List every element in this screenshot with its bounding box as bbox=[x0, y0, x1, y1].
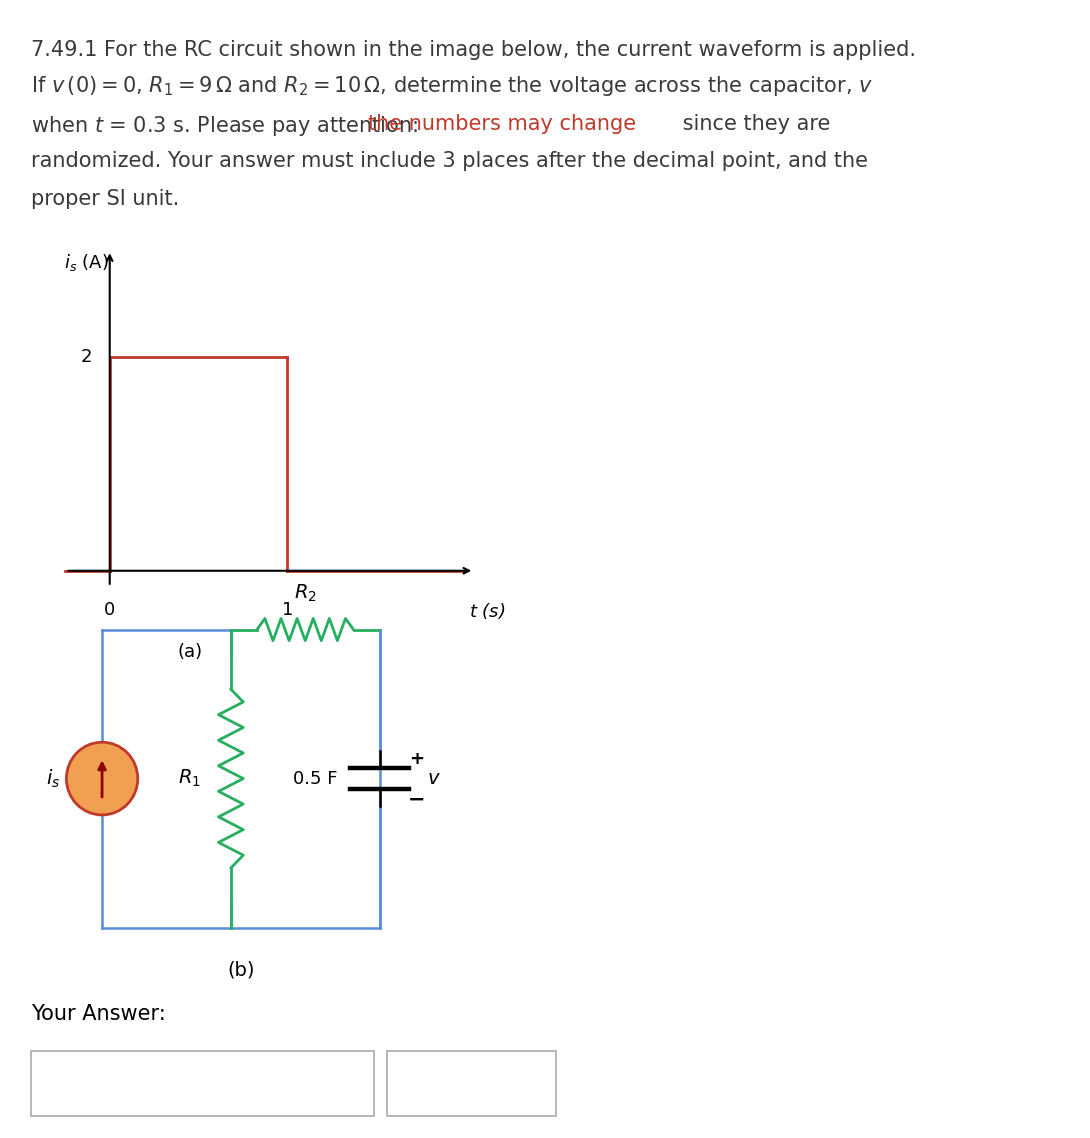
Text: $R_2$: $R_2$ bbox=[294, 583, 316, 604]
FancyBboxPatch shape bbox=[387, 1050, 556, 1116]
Text: when $t$ = 0.3 s. Please pay attention:: when $t$ = 0.3 s. Please pay attention: bbox=[31, 114, 420, 138]
Text: (b): (b) bbox=[227, 960, 255, 980]
Text: 2: 2 bbox=[81, 348, 92, 366]
Text: 1: 1 bbox=[282, 601, 293, 619]
Text: 0: 0 bbox=[105, 601, 116, 619]
Text: since they are: since they are bbox=[676, 114, 831, 134]
Text: randomized. Your answer must include 3 places after the decimal point, and the: randomized. Your answer must include 3 p… bbox=[31, 151, 868, 172]
Text: $t$ (s): $t$ (s) bbox=[469, 601, 505, 620]
Text: 7.49.1 For the RC circuit shown in the image below, the current waveform is appl: 7.49.1 For the RC circuit shown in the i… bbox=[31, 40, 916, 60]
Text: +: + bbox=[409, 750, 424, 768]
Text: If $v\,(0) = 0$, $R_1 = 9\,\Omega$ and $R_2 = 10\,\Omega$, determine the voltage: If $v\,(0) = 0$, $R_1 = 9\,\Omega$ and $… bbox=[31, 74, 872, 98]
Text: Your Answer:: Your Answer: bbox=[31, 1004, 166, 1024]
Text: −: − bbox=[408, 790, 425, 810]
Text: proper SI unit.: proper SI unit. bbox=[31, 189, 179, 209]
FancyBboxPatch shape bbox=[31, 1050, 374, 1116]
Text: $i_s$ (A): $i_s$ (A) bbox=[63, 253, 108, 273]
Text: $v$: $v$ bbox=[427, 769, 441, 789]
Text: 0.5 F: 0.5 F bbox=[293, 769, 338, 787]
Text: $R_1$: $R_1$ bbox=[179, 768, 202, 790]
Circle shape bbox=[66, 742, 137, 815]
Text: $i_s$: $i_s$ bbox=[46, 767, 60, 790]
Text: the numbers may change: the numbers may change bbox=[368, 114, 637, 134]
Text: (a): (a) bbox=[178, 643, 203, 661]
